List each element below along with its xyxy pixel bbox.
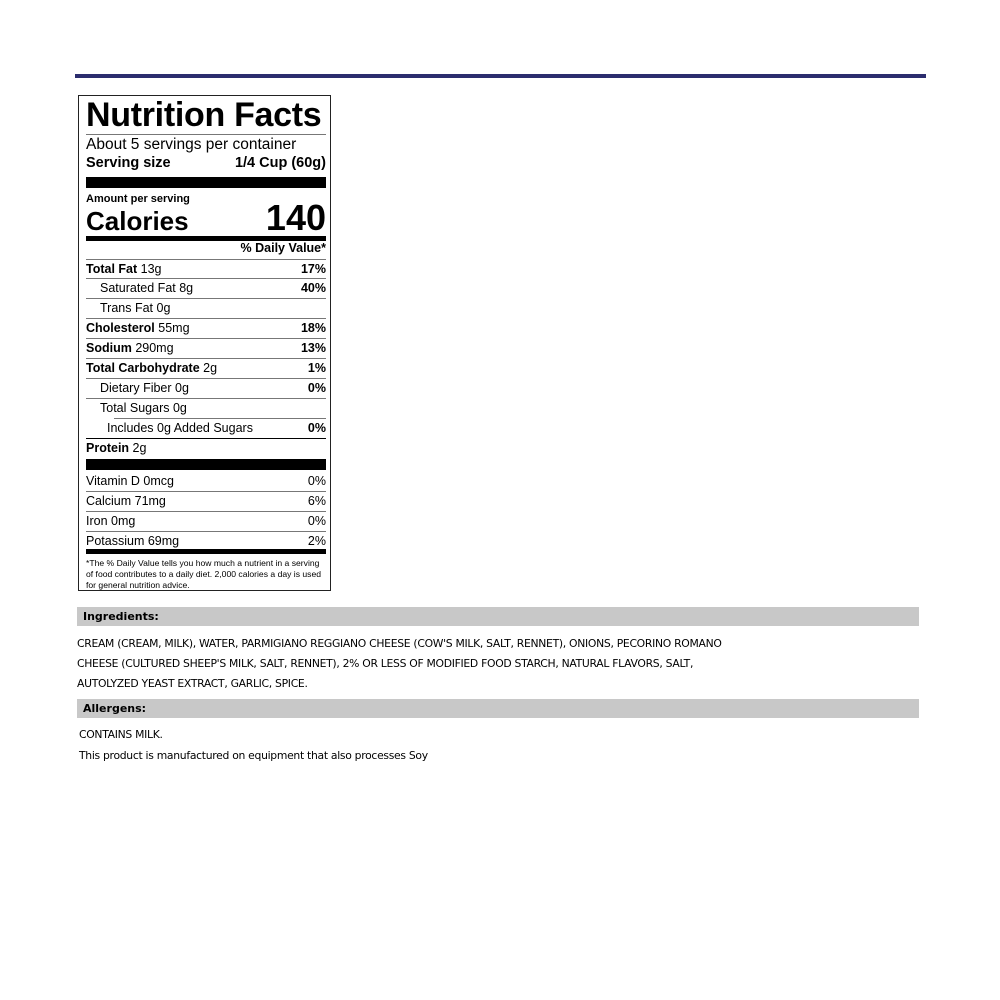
allergens-line: This product is manufactured on equipmen… bbox=[79, 749, 428, 762]
nutrient-amount: 2g bbox=[203, 361, 218, 375]
nutrient-dv: 0% bbox=[307, 381, 326, 395]
nutrient-amount: 55mg bbox=[158, 321, 190, 335]
nutrient-name: Saturated Fat bbox=[100, 281, 176, 295]
nutrient-dv: 1% bbox=[307, 361, 326, 375]
servings-per-container: About 5 servings per container bbox=[86, 136, 297, 153]
vitamin-row: Calcium 71mg 6% bbox=[86, 491, 326, 511]
nutrient-row-total-carbohydrate: Total Carbohydrate 2g 1% bbox=[86, 358, 326, 378]
nutrient-name: Includes 0g Added Sugars bbox=[107, 421, 253, 435]
ingredients-heading: Ingredients: bbox=[77, 607, 919, 626]
serving-size-value: 1/4 Cup (60g) bbox=[234, 155, 326, 171]
nutrition-facts-label: Nutrition Facts About 5 servings per con… bbox=[78, 95, 331, 591]
nutrient-amount: 13g bbox=[140, 262, 162, 276]
allergens-heading: Allergens: bbox=[77, 699, 919, 718]
nutrient-dv: 17% bbox=[300, 262, 326, 276]
nutrient-row-protein: Protein 2g bbox=[86, 438, 326, 458]
nutrient-row-trans-fat: Trans Fat 0g bbox=[86, 298, 326, 318]
vitamin-row: Iron 0mg 0% bbox=[86, 511, 326, 531]
nutrient-row-total-fat: Total Fat 13g 17% bbox=[86, 259, 326, 279]
nutrient-amount: 2g bbox=[132, 441, 147, 455]
nutrient-dv: 0% bbox=[307, 421, 326, 435]
nutrient-amount: 0g bbox=[175, 381, 189, 395]
nutrient-dv: 40% bbox=[300, 281, 326, 295]
nutrient-amount: 8g bbox=[179, 281, 194, 295]
nutrient-dv: 18% bbox=[300, 321, 326, 335]
medium-divider bbox=[86, 549, 326, 554]
vitamin-name: Vitamin D 0mcg bbox=[86, 474, 174, 488]
nutrient-name: Total Carbohydrate bbox=[86, 361, 200, 375]
nutrient-name: Dietary Fiber bbox=[100, 381, 172, 395]
nutrient-name: Total Sugars bbox=[100, 401, 170, 415]
vitamin-name: Calcium 71mg bbox=[86, 494, 166, 508]
nutrient-row-dietary-fiber: Dietary Fiber 0g 0% bbox=[86, 378, 326, 398]
label-title: Nutrition Facts bbox=[86, 96, 322, 134]
nutrient-row-total-sugars: Total Sugars 0g bbox=[86, 398, 326, 418]
vitamin-name: Iron 0mg bbox=[86, 514, 136, 528]
daily-value-header: % Daily Value* bbox=[240, 241, 326, 255]
allergens-line: CONTAINS MILK. bbox=[79, 728, 163, 741]
nutrient-name: Total Fat bbox=[86, 262, 138, 276]
vitamin-dv: 6% bbox=[307, 494, 326, 508]
calories-value: 140 bbox=[265, 197, 326, 238]
nutrient-dv: 13% bbox=[300, 341, 326, 355]
footnote: *The % Daily Value tells you how much a … bbox=[86, 558, 322, 590]
vitamin-name: Potassium 69mg bbox=[86, 534, 180, 548]
medium-divider bbox=[86, 236, 326, 241]
thick-divider bbox=[86, 459, 326, 470]
nutrient-amount: 0g bbox=[156, 301, 171, 315]
top-rule bbox=[75, 74, 926, 78]
nutrient-name: Sodium bbox=[86, 341, 132, 355]
vitamin-row: Vitamin D 0mcg 0% bbox=[86, 472, 326, 491]
nutrient-name: Trans Fat bbox=[100, 301, 154, 315]
serving-size-label: Serving size bbox=[86, 155, 171, 171]
nutrient-name: Protein bbox=[86, 441, 130, 455]
thick-divider bbox=[86, 177, 326, 188]
nutrient-row-sodium: Sodium 290mg 13% bbox=[86, 338, 326, 358]
amount-per-serving: Amount per serving bbox=[86, 193, 190, 205]
vitamin-dv: 2% bbox=[307, 534, 326, 548]
nutrient-row-saturated-fat: Saturated Fat 8g 40% bbox=[86, 278, 326, 298]
ingredients-line: AUTOLYZED YEAST EXTRACT, GARLIC, SPICE. bbox=[77, 677, 308, 690]
nutrient-amount: 0g bbox=[172, 401, 187, 415]
nutrient-row-cholesterol: Cholesterol 55mg 18% bbox=[86, 318, 326, 338]
nutrient-amount: 290mg bbox=[135, 341, 174, 355]
vitamin-dv: 0% bbox=[307, 474, 326, 488]
vitamin-dv: 0% bbox=[307, 514, 326, 528]
ingredients-line: CREAM (CREAM, MILK), WATER, PARMIGIANO R… bbox=[77, 637, 722, 650]
ingredients-line: CHEESE (CULTURED SHEEP'S MILK, SALT, REN… bbox=[77, 657, 694, 670]
divider bbox=[86, 134, 326, 135]
calories-label: Calories bbox=[86, 206, 189, 236]
vitamin-row: Potassium 69mg 2% bbox=[86, 531, 326, 551]
nutrient-name: Cholesterol bbox=[86, 321, 155, 335]
nutrient-row-added-sugars: Includes 0g Added Sugars 0% bbox=[107, 418, 326, 438]
